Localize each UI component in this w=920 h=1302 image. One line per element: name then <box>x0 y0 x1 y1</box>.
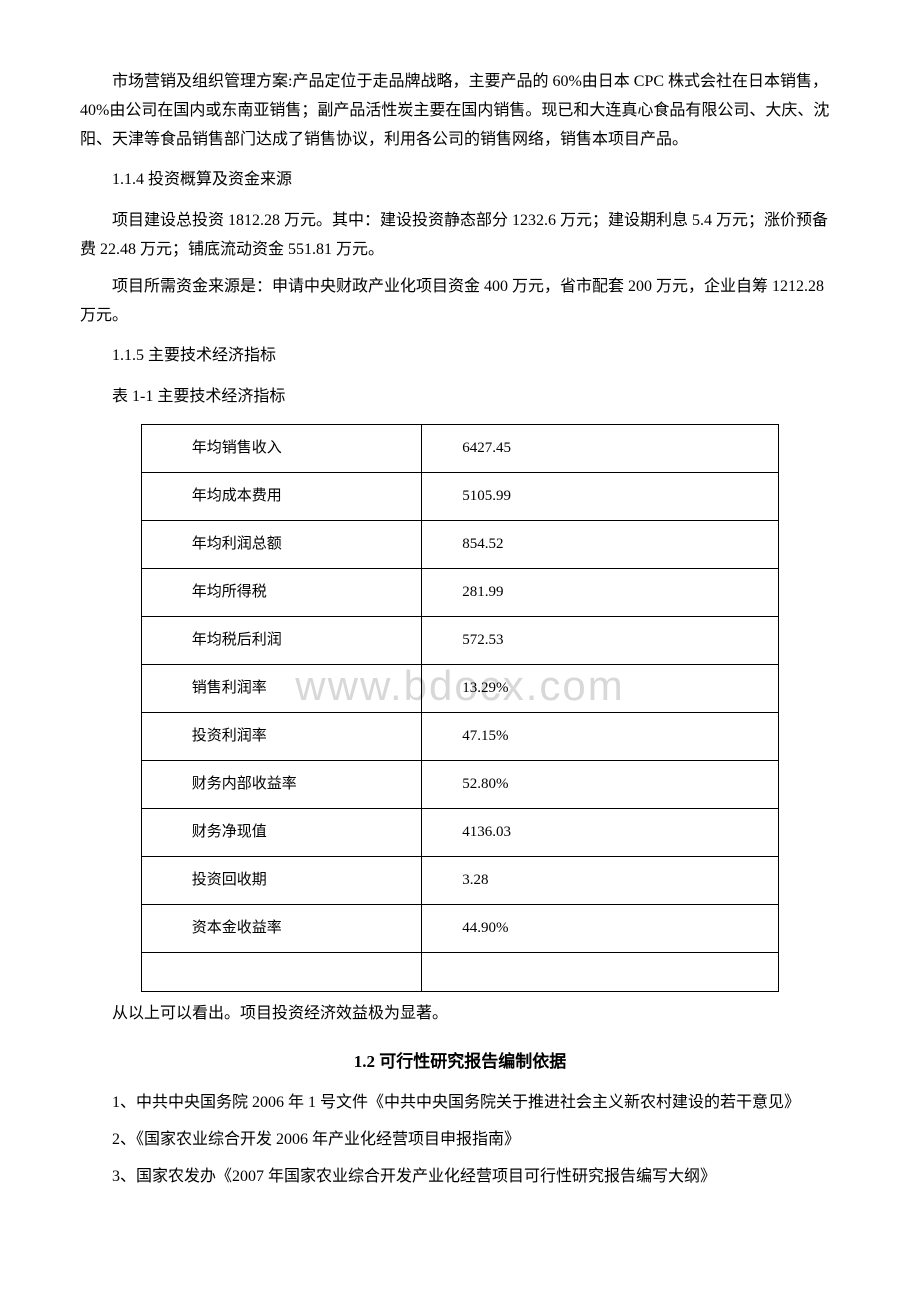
basis-item-2: 2、《国家农业综合开发 2006 年产业化经营项目申报指南》 <box>80 1126 840 1155</box>
table-cell-value: 854.52 <box>422 520 779 568</box>
basis-item-1: 1、中共中央国务院 2006 年 1 号文件《中共中央国务院关于推进社会主义新农… <box>80 1089 840 1118</box>
table-cell-value: 5105.99 <box>422 472 779 520</box>
table-row: 年均成本费用5105.99 <box>141 472 778 520</box>
table-cell-label: 投资利润率 <box>141 712 421 760</box>
table-row: 资本金收益率44.90% <box>141 904 778 952</box>
heading-1-2: 1.2 可行性研究报告编制依据 <box>80 1047 840 1078</box>
table-row: 投资利润率47.15% <box>141 712 778 760</box>
table-row: 财务净现值4136.03 <box>141 808 778 856</box>
table-cell-label: 年均利润总额 <box>141 520 421 568</box>
table-cell-label: 财务内部收益率 <box>141 760 421 808</box>
table-cell-label: 年均成本费用 <box>141 472 421 520</box>
table-row-empty <box>141 952 778 991</box>
table-cell-value: 4136.03 <box>422 808 779 856</box>
table-cell-value: 6427.45 <box>422 424 779 472</box>
table-cell-value: 281.99 <box>422 568 779 616</box>
basis-item-3: 3、国家农发办《2007 年国家农业综合开发产业化经营项目可行性研究报告编写大纲… <box>80 1163 840 1192</box>
paragraph-investment-total: 项目建设总投资 1812.28 万元。其中：建设投资静态部分 1232.6 万元… <box>80 207 840 265</box>
table-cell-label: 年均所得税 <box>141 568 421 616</box>
section-1-1-5: 1.1.5 主要技术经济指标 <box>80 342 840 371</box>
table-cell-label: 财务净现值 <box>141 808 421 856</box>
paragraph-marketing: 市场营销及组织管理方案:产品定位于走品牌战略，主要产品的 60%由日本 CPC … <box>80 68 840 154</box>
paragraph-conclusion: 从以上可以看出。项目投资经济效益极为显著。 <box>80 1000 840 1029</box>
table-cell-value: 13.29% <box>422 664 779 712</box>
table-cell-label: 年均销售收入 <box>141 424 421 472</box>
economic-indicators-table: 年均销售收入6427.45年均成本费用5105.99年均利润总额854.52年均… <box>141 424 779 992</box>
table-row: 销售利润率13.29% <box>141 664 778 712</box>
table-cell-value: 3.28 <box>422 856 779 904</box>
table-row: 财务内部收益率52.80% <box>141 760 778 808</box>
table-cell-value: 572.53 <box>422 616 779 664</box>
section-1-1-4: 1.1.4 投资概算及资金来源 <box>80 166 840 195</box>
table-cell-value: 47.15% <box>422 712 779 760</box>
table-cell-value: 44.90% <box>422 904 779 952</box>
table-cell-value: 52.80% <box>422 760 779 808</box>
table-title: 表 1-1 主要技术经济指标 <box>80 383 840 412</box>
table-row: 年均利润总额854.52 <box>141 520 778 568</box>
table-row: 年均所得税281.99 <box>141 568 778 616</box>
table-row: 投资回收期3.28 <box>141 856 778 904</box>
table-cell-empty <box>141 952 421 991</box>
table-row: 年均税后利润572.53 <box>141 616 778 664</box>
table-cell-label: 销售利润率 <box>141 664 421 712</box>
table-cell-label: 资本金收益率 <box>141 904 421 952</box>
table-row: 年均销售收入6427.45 <box>141 424 778 472</box>
document-content: 市场营销及组织管理方案:产品定位于走品牌战略，主要产品的 60%由日本 CPC … <box>80 68 840 1192</box>
table-cell-label: 年均税后利润 <box>141 616 421 664</box>
paragraph-funding-source: 项目所需资金来源是：申请中央财政产业化项目资金 400 万元，省市配套 200 … <box>80 273 840 331</box>
table-cell-empty <box>422 952 779 991</box>
table-cell-label: 投资回收期 <box>141 856 421 904</box>
